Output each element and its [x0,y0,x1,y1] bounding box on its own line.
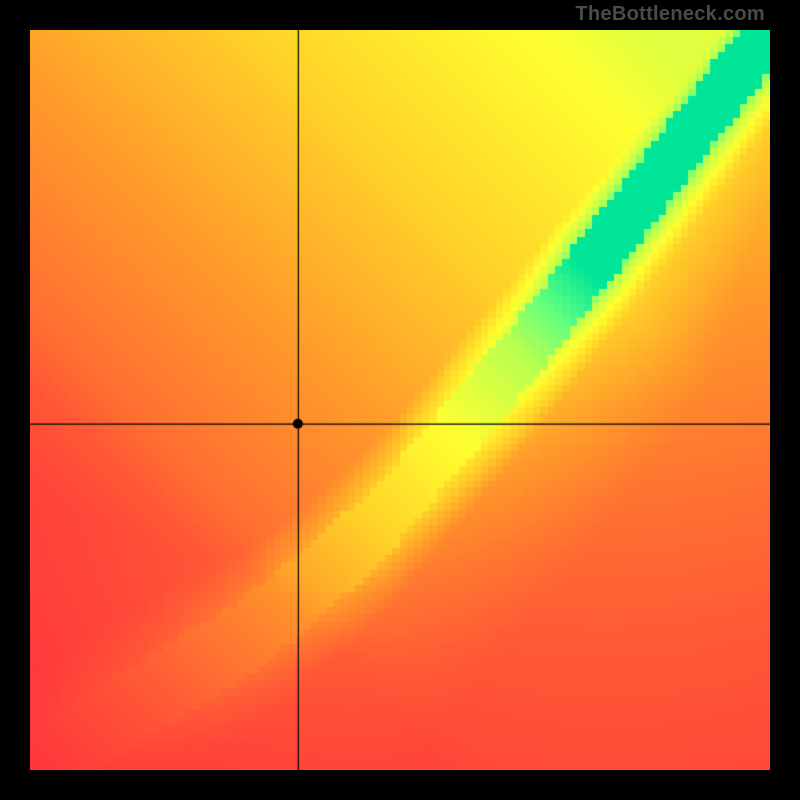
watermark-text: TheBottleneck.com [575,3,765,26]
bottleneck-heatmap [30,30,770,770]
